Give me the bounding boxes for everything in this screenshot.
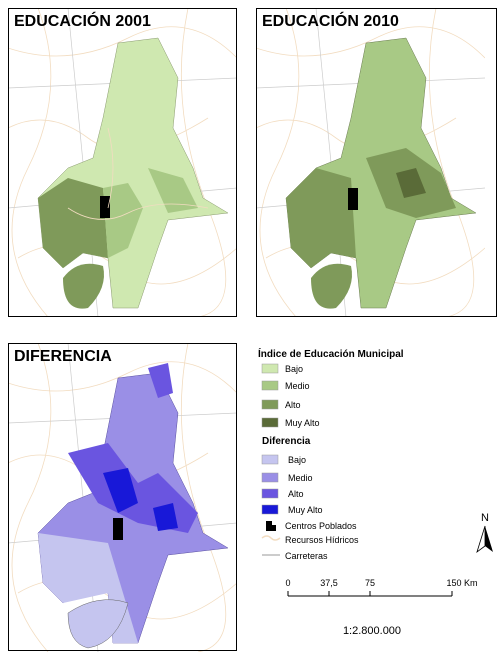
- legend-label: Medio: [285, 381, 310, 391]
- legend-label: Recursos Hídricos: [285, 535, 359, 545]
- legend-label: Bajo: [285, 364, 303, 374]
- map-panel: DIFERENCIA: [8, 343, 237, 652]
- scale-ratio: 1:2.800.000: [343, 625, 401, 637]
- map-title: DIFERENCIA: [14, 348, 112, 365]
- legend-label: Muy Alto: [288, 505, 323, 515]
- map-panel: EDUCACIÓN 2010: [256, 8, 497, 317]
- scale-label: 37,5: [320, 578, 338, 588]
- legend: Índice de Educación Municipal Bajo Medio…: [258, 347, 404, 561]
- scale-label: 75: [365, 578, 375, 588]
- legend-label: Centros Poblados: [285, 521, 357, 531]
- legend-label: Alto: [288, 489, 304, 499]
- legend-title: Índice de Educación Municipal: [258, 347, 404, 360]
- legend-label: Medio: [288, 473, 313, 483]
- legend-label: Bajo: [288, 455, 306, 465]
- north-arrow: N: [476, 512, 493, 554]
- map-title: EDUCACIÓN 2001: [14, 11, 151, 30]
- scale-label: 0: [285, 578, 290, 588]
- map-panel: EDUCACIÓN 2001: [8, 8, 237, 317]
- legend-title: Diferencia: [262, 436, 311, 447]
- legend-label: Alto: [285, 400, 301, 410]
- scale-label: 150 Km: [446, 578, 477, 588]
- map-title: EDUCACIÓN 2010: [262, 11, 399, 30]
- north-label: N: [481, 512, 489, 524]
- legend-label: Muy Alto: [285, 418, 320, 428]
- scale-bar: 0 37,5 75 150 Km 1:2.800.000: [285, 578, 477, 637]
- legend-label: Carreteras: [285, 551, 328, 561]
